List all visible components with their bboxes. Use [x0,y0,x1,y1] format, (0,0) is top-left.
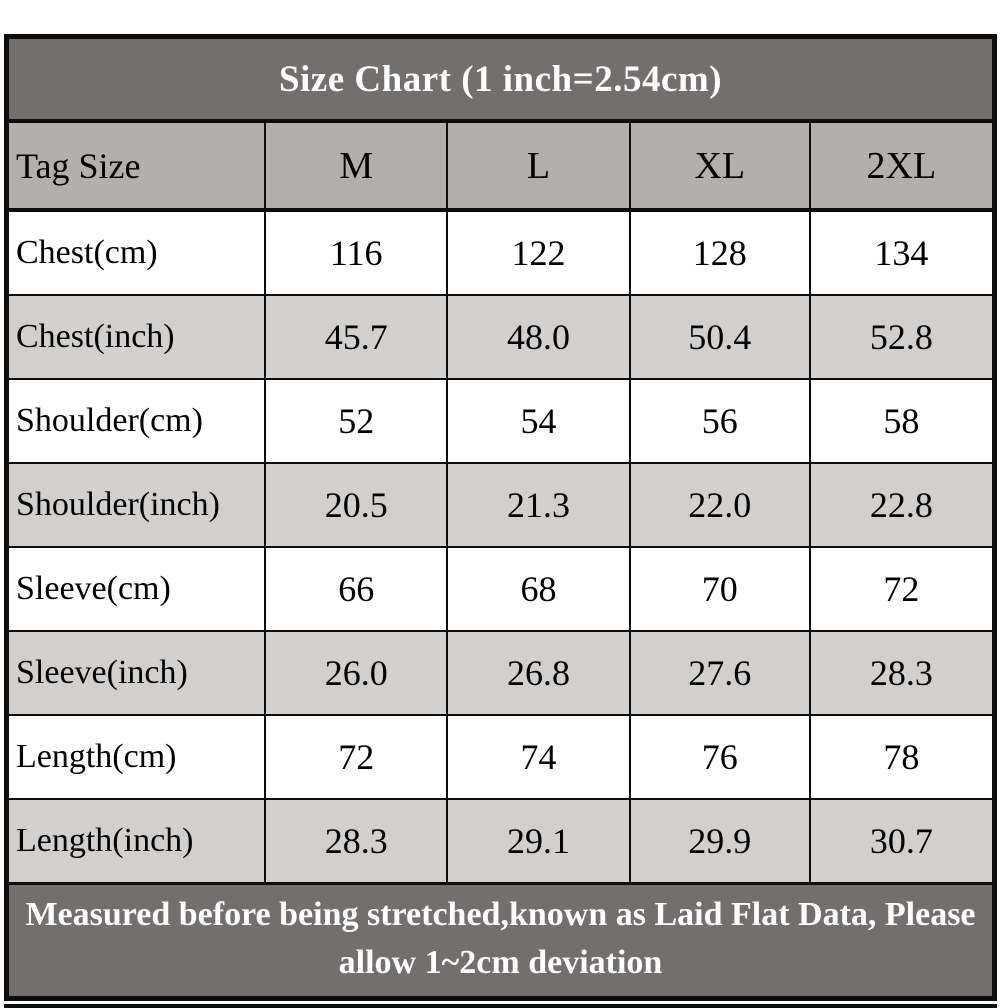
size-value: 22.8 [808,462,996,548]
row-label: Chest(inch) [5,294,267,380]
row-label: Shoulder(inch) [5,462,267,548]
column-header-m: M [264,120,449,212]
column-header-2xl: 2XL [808,120,996,212]
column-header-xl: XL [628,120,811,212]
size-value: 48.0 [446,294,631,380]
size-value: 30.7 [808,798,996,885]
table-row-chest-inch: Chest(inch) 45.7 48.0 50.4 52.8 [5,294,996,380]
size-value: 52.8 [808,294,996,380]
size-value: 54 [446,378,631,464]
table-row-length-inch: Length(inch) 28.3 29.1 29.9 30.7 [5,798,996,885]
size-value: 70 [628,546,811,632]
size-value: 28.3 [264,798,449,885]
table-row-sleeve-inch: Sleeve(inch) 26.0 26.8 27.6 28.3 [5,630,996,716]
size-value: 29.9 [628,798,811,885]
size-value: 45.7 [264,294,449,380]
size-value: 68 [446,546,631,632]
size-value: 72 [264,714,449,800]
size-value: 29.1 [446,798,631,885]
row-label: Sleeve(inch) [5,630,267,716]
row-label: Length(cm) [5,714,267,800]
size-value: 28.3 [808,630,996,716]
row-label: Sleeve(cm) [5,546,267,632]
size-value: 56 [628,378,811,464]
table-row-shoulder-inch: Shoulder(inch) 20.5 21.3 22.0 22.8 [5,462,996,548]
size-value: 66 [264,546,449,632]
size-value: 78 [808,714,996,800]
size-value: 27.6 [628,630,811,716]
table-row-chest-cm: Chest(cm) 116 122 128 134 [5,209,996,296]
header-row: Tag Size M L XL 2XL [5,120,996,212]
title-row: Size Chart (1 inch=2.54cm) [5,35,996,123]
size-value: 122 [446,209,631,296]
table-row-length-cm: Length(cm) 72 74 76 78 [5,714,996,800]
size-value: 116 [264,209,449,296]
column-header-tag-size: Tag Size [5,120,267,212]
size-chart-table: Size Chart (1 inch=2.54cm) Tag Size M L … [4,34,997,1001]
bottom-double-rule [4,1003,997,1008]
row-label: Length(inch) [5,798,267,885]
size-chart-title: Size Chart (1 inch=2.54cm) [5,35,996,123]
footer-row: Measured before being stretched,known as… [5,882,996,1000]
size-value: 26.8 [446,630,631,716]
row-label: Shoulder(cm) [5,378,267,464]
size-value: 72 [808,546,996,632]
table-row-shoulder-cm: Shoulder(cm) 52 54 56 58 [5,378,996,464]
size-value: 76 [628,714,811,800]
size-value: 50.4 [628,294,811,380]
column-header-l: L [446,120,631,212]
row-label: Chest(cm) [5,209,267,296]
table-row-sleeve-cm: Sleeve(cm) 66 68 70 72 [5,546,996,632]
size-value: 74 [446,714,631,800]
size-value: 52 [264,378,449,464]
size-value: 21.3 [446,462,631,548]
size-value: 58 [808,378,996,464]
size-value: 20.5 [264,462,449,548]
size-value: 134 [808,209,996,296]
size-value: 128 [628,209,811,296]
measurement-note: Measured before being stretched,known as… [5,882,996,1000]
size-value: 22.0 [628,462,811,548]
size-value: 26.0 [264,630,449,716]
